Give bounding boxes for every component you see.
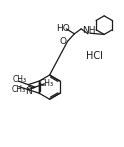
- Text: HCl: HCl: [86, 51, 103, 61]
- Text: CH₃: CH₃: [12, 75, 27, 84]
- Text: O: O: [60, 37, 67, 46]
- Text: CH₃: CH₃: [12, 85, 26, 93]
- Text: N: N: [25, 87, 32, 96]
- Text: NH: NH: [82, 26, 95, 35]
- Text: CH₃: CH₃: [39, 79, 53, 88]
- Text: HO: HO: [56, 24, 69, 33]
